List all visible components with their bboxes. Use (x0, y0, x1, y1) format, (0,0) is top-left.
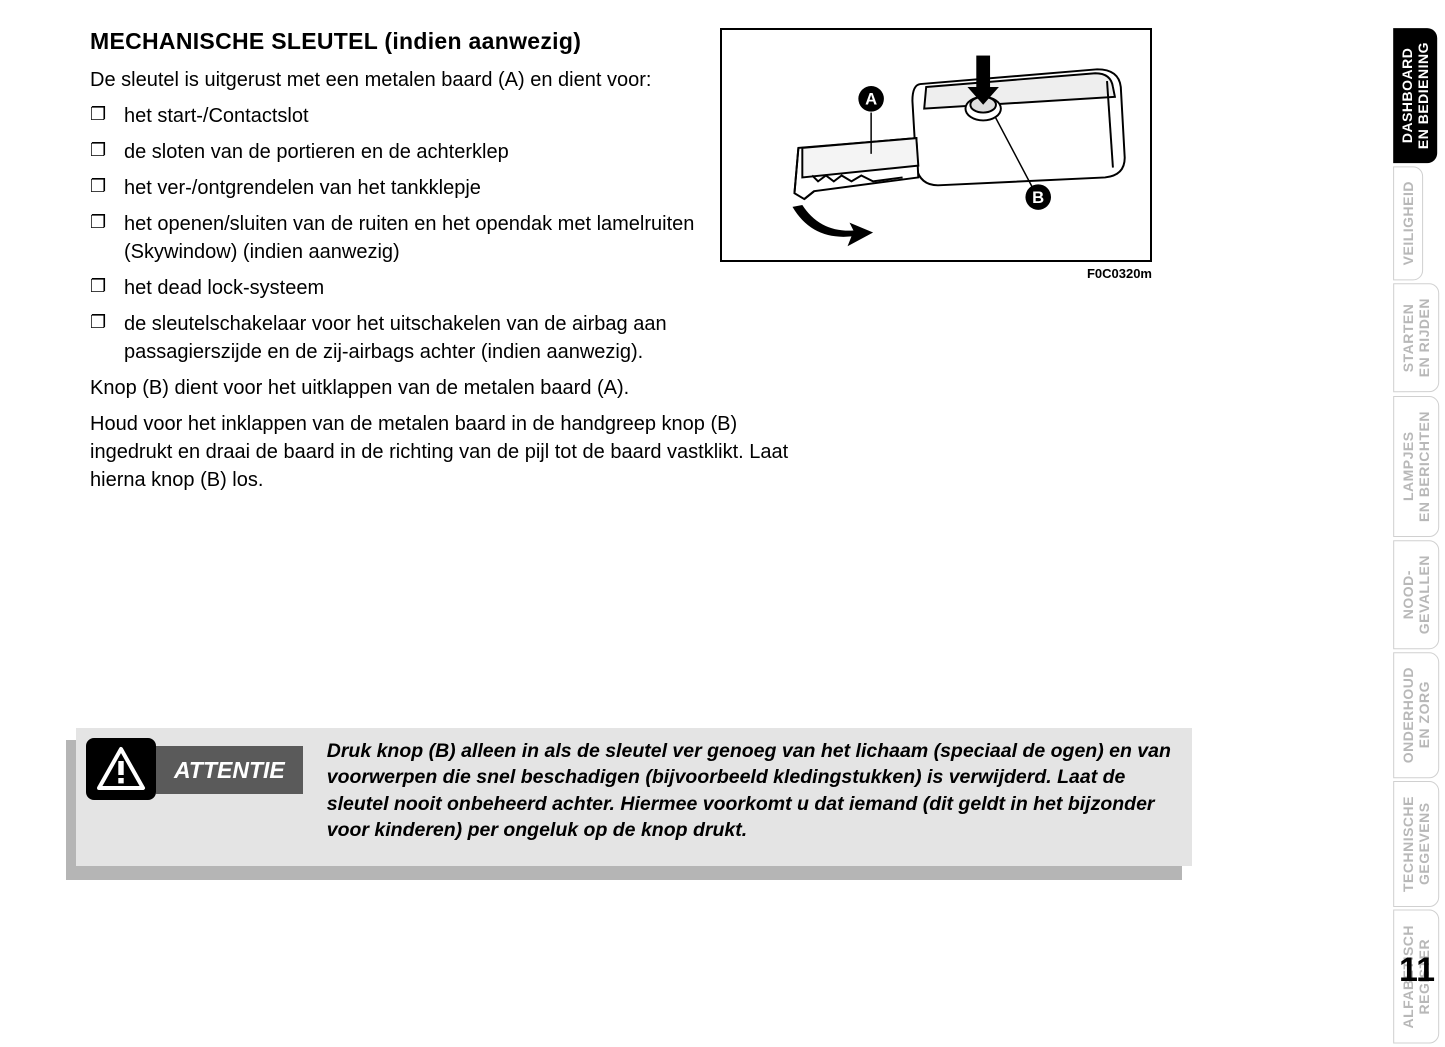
section-heading: MECHANISCHE SLEUTEL (indien aanwezig) (90, 28, 790, 55)
warning-text: Druk knop (B) alleen in als de sleutel v… (327, 738, 1174, 843)
text-column: MECHANISCHE SLEUTEL (indien aanwezig) De… (90, 28, 790, 494)
list-item: het openen/sluiten van de ruiten en het … (90, 210, 790, 266)
side-tabs: DASHBOARD EN BEDIENING VEILIGHEID STARTE… (1393, 28, 1445, 1047)
paragraph: Houd voor het inklappen van de metalen b… (90, 410, 790, 494)
heading-paren: (indien aanwezig) (384, 28, 581, 54)
figure-label-a: A (865, 90, 877, 109)
key-illustration-icon: A B (722, 30, 1150, 260)
figure-box: A B (720, 28, 1152, 262)
paragraph: Knop (B) dient voor het uitklappen van d… (90, 374, 790, 402)
tab-lampjes[interactable]: LAMPJES EN BERICHTEN (1393, 396, 1439, 537)
tab-onderhoud[interactable]: ONDERHOUD EN ZORG (1393, 652, 1439, 778)
bullet-list: het start-/Contactslot de sloten van de … (90, 102, 790, 366)
list-item: het start-/Contactslot (90, 102, 790, 130)
list-item: het dead lock-systeem (90, 274, 790, 302)
list-item: de sleutelschakelaar voor het uitschakel… (90, 310, 790, 366)
warning-block: ATTENTIE Druk knop (B) alleen in als de … (66, 728, 1190, 866)
tab-veiligheid[interactable]: VEILIGHEID (1393, 166, 1423, 280)
tab-starten[interactable]: STARTEN EN RIJDEN (1393, 283, 1439, 392)
warning-box: ATTENTIE Druk knop (B) alleen in als de … (76, 728, 1192, 866)
tab-technische[interactable]: TECHNISCHE GEGEVENS (1393, 781, 1439, 907)
heading-main: MECHANISCHE SLEUTEL (90, 28, 378, 54)
key-figure: A B F0C0320m (720, 28, 1152, 281)
intro-text: De sleutel is uitgerust met een metalen … (90, 69, 790, 92)
warning-label: ATTENTIE (156, 746, 303, 794)
tab-nood[interactable]: NOOD- GEVALLEN (1393, 540, 1439, 649)
warning-triangle-icon (86, 738, 156, 800)
figure-caption: F0C0320m (720, 266, 1152, 281)
list-item: de sloten van de portieren en de achterk… (90, 138, 790, 166)
figure-label-b: B (1032, 188, 1044, 207)
page-number: 11 (1399, 951, 1435, 990)
list-item: het ver-/ontgrendelen van het tankklepje (90, 174, 790, 202)
tab-dashboard[interactable]: DASHBOARD EN BEDIENING (1393, 28, 1437, 163)
